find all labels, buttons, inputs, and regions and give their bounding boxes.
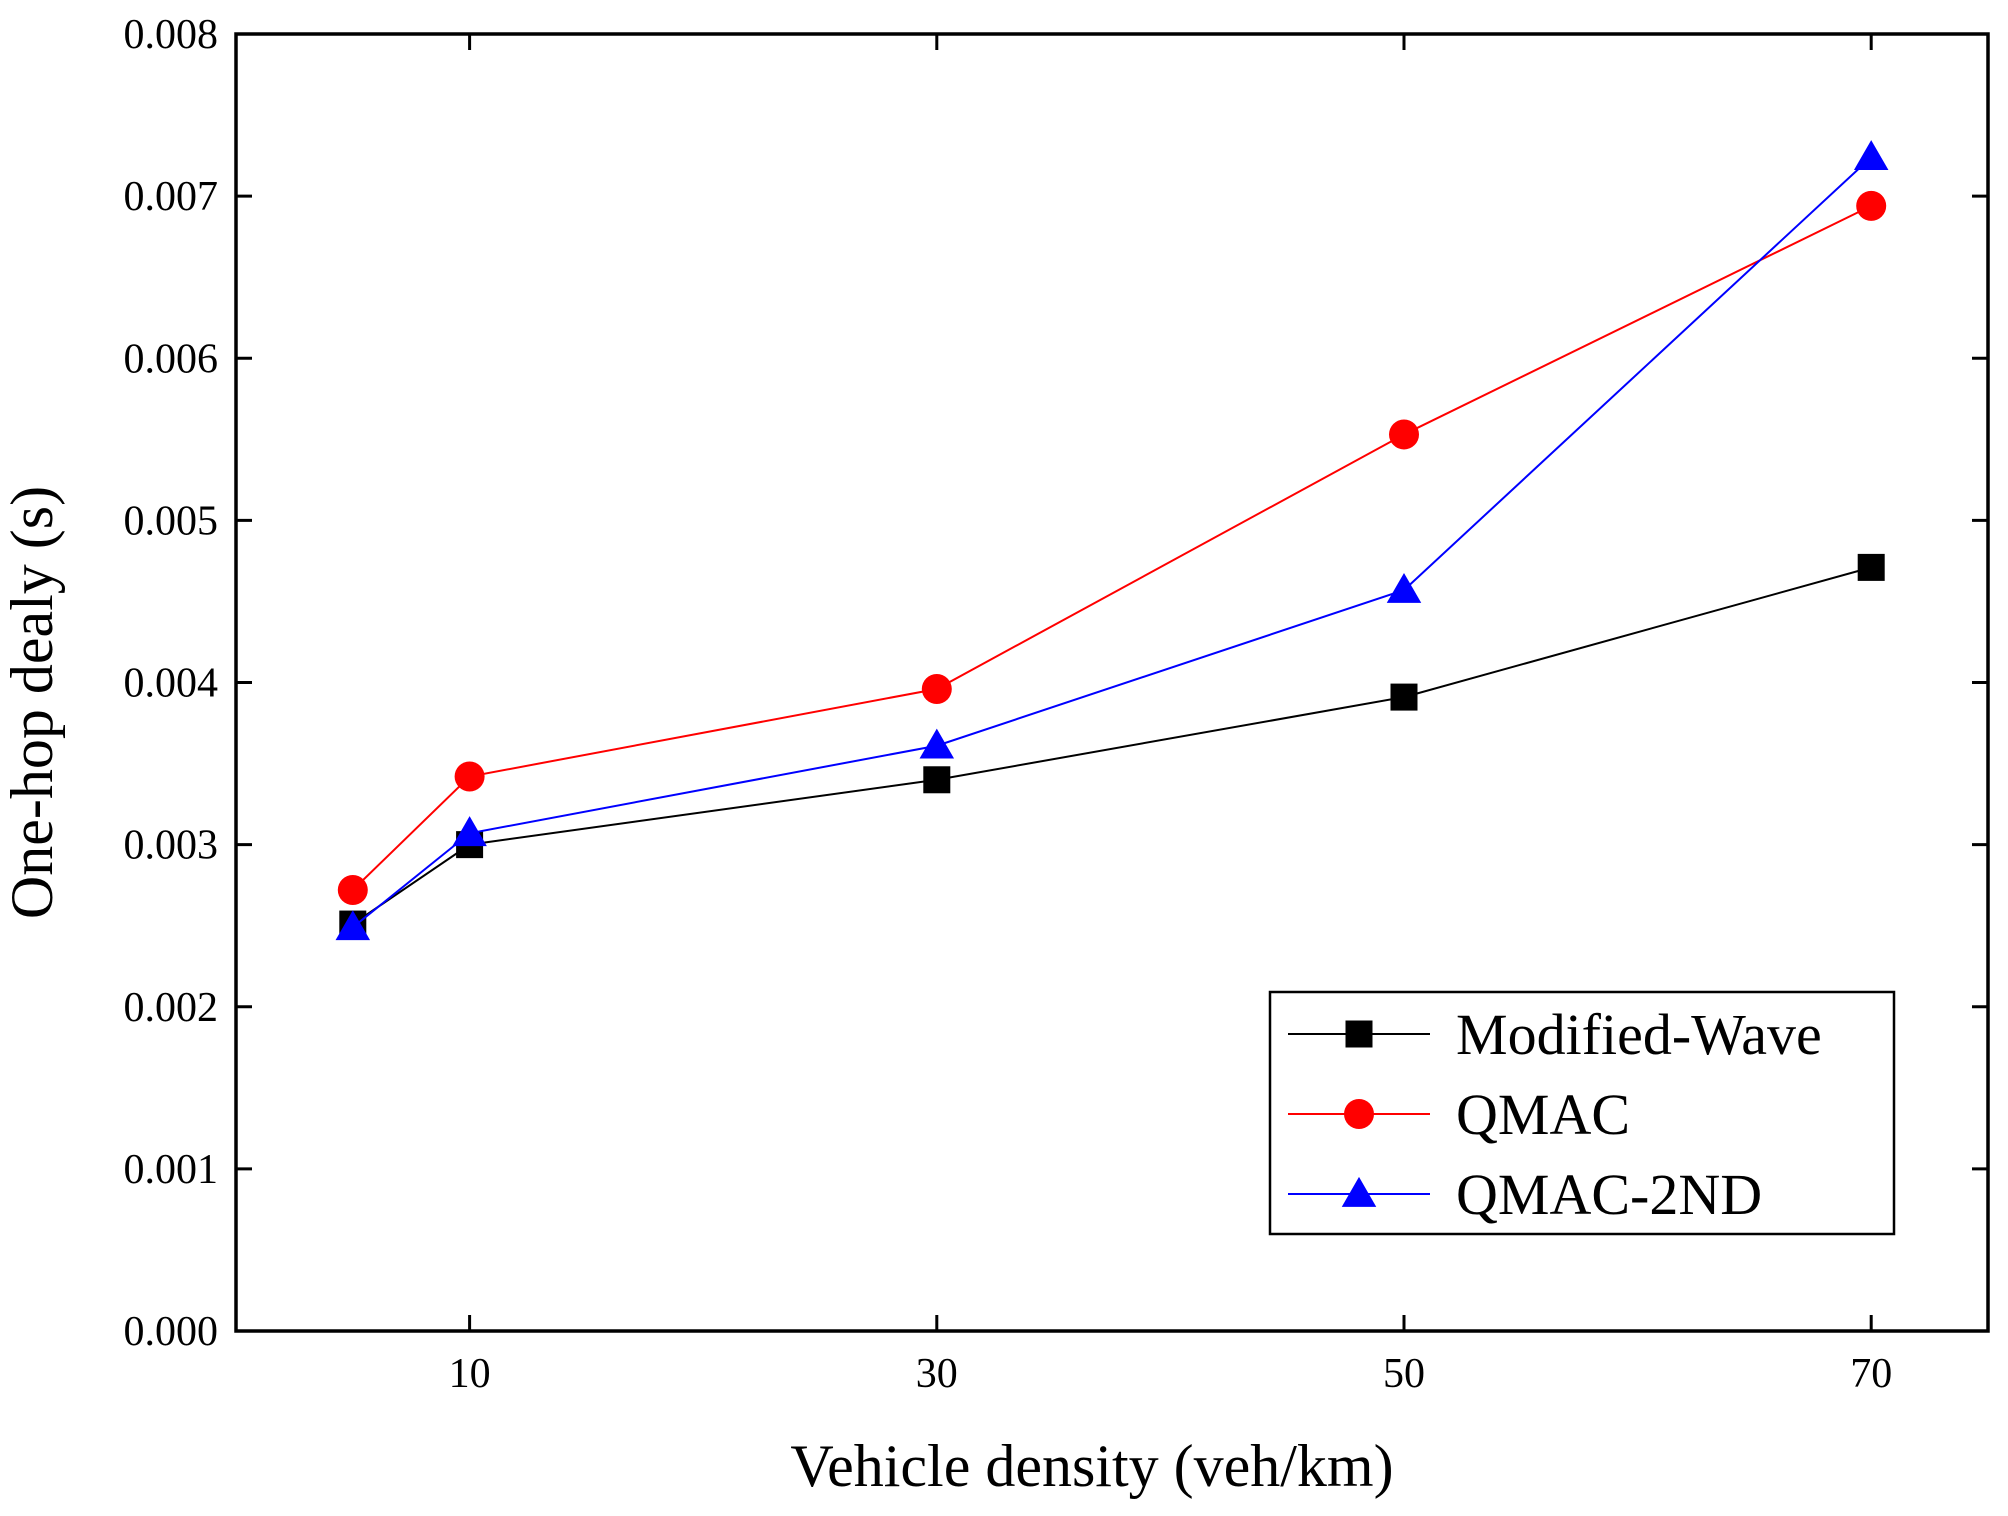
x-tick-label: 30 [916, 1351, 958, 1397]
data-point [452, 816, 487, 847]
legend-label: QMAC-2ND [1456, 1162, 1762, 1227]
data-point [1386, 572, 1422, 603]
data-point [337, 875, 368, 906]
data-point [1853, 140, 1889, 171]
y-tick-label: 0.006 [124, 336, 219, 382]
data-point [335, 910, 371, 941]
series-layer [335, 140, 1889, 941]
legend-item: QMAC [1288, 1082, 1630, 1147]
x-axis-title: Vehicle density (veh/km) [790, 1433, 1393, 1499]
y-tick-label: 0.004 [124, 661, 219, 707]
x-tick-label: 70 [1850, 1351, 1892, 1397]
data-point [921, 673, 952, 704]
data-point [1856, 190, 1887, 221]
x-tick-label: 10 [449, 1351, 491, 1397]
y-tick-label: 0.007 [124, 174, 219, 220]
y-tick-label: 0.001 [124, 1147, 219, 1193]
y-axis-title: One-hop dealy (s) [0, 486, 65, 919]
data-point [923, 766, 951, 794]
x-tick-label: 50 [1383, 1351, 1425, 1397]
y-tick-label: 0.003 [124, 823, 219, 869]
data-point [1389, 419, 1419, 450]
legend-item: QMAC-2ND [1288, 1162, 1762, 1227]
series-qmac [337, 190, 1887, 906]
data-point [1857, 553, 1885, 581]
y-tick-label: 0.008 [124, 12, 219, 58]
legend-label: Modified-Wave [1456, 1002, 1822, 1067]
data-point [454, 761, 485, 792]
legend-marker [1341, 1176, 1377, 1207]
data-point [1390, 683, 1418, 711]
legend-item: Modified-Wave [1288, 1002, 1822, 1067]
series-qmac-2nd [335, 140, 1889, 941]
y-tick-label: 0.002 [124, 985, 219, 1031]
legend-label: QMAC [1456, 1082, 1630, 1147]
legend-marker [1344, 1099, 1374, 1129]
data-point [919, 728, 955, 759]
legend: Modified-Wave QMAC QMAC-2ND [1268, 990, 1896, 1236]
legend-marker [1345, 1020, 1373, 1048]
axis-ticks: 0.000 0.001 0.002 0.003 0.004 0.005 0.006 0.007… [124, 12, 1988, 1397]
y-tick-label: 0.000 [124, 1309, 219, 1355]
y-tick-label: 0.005 [124, 498, 219, 544]
